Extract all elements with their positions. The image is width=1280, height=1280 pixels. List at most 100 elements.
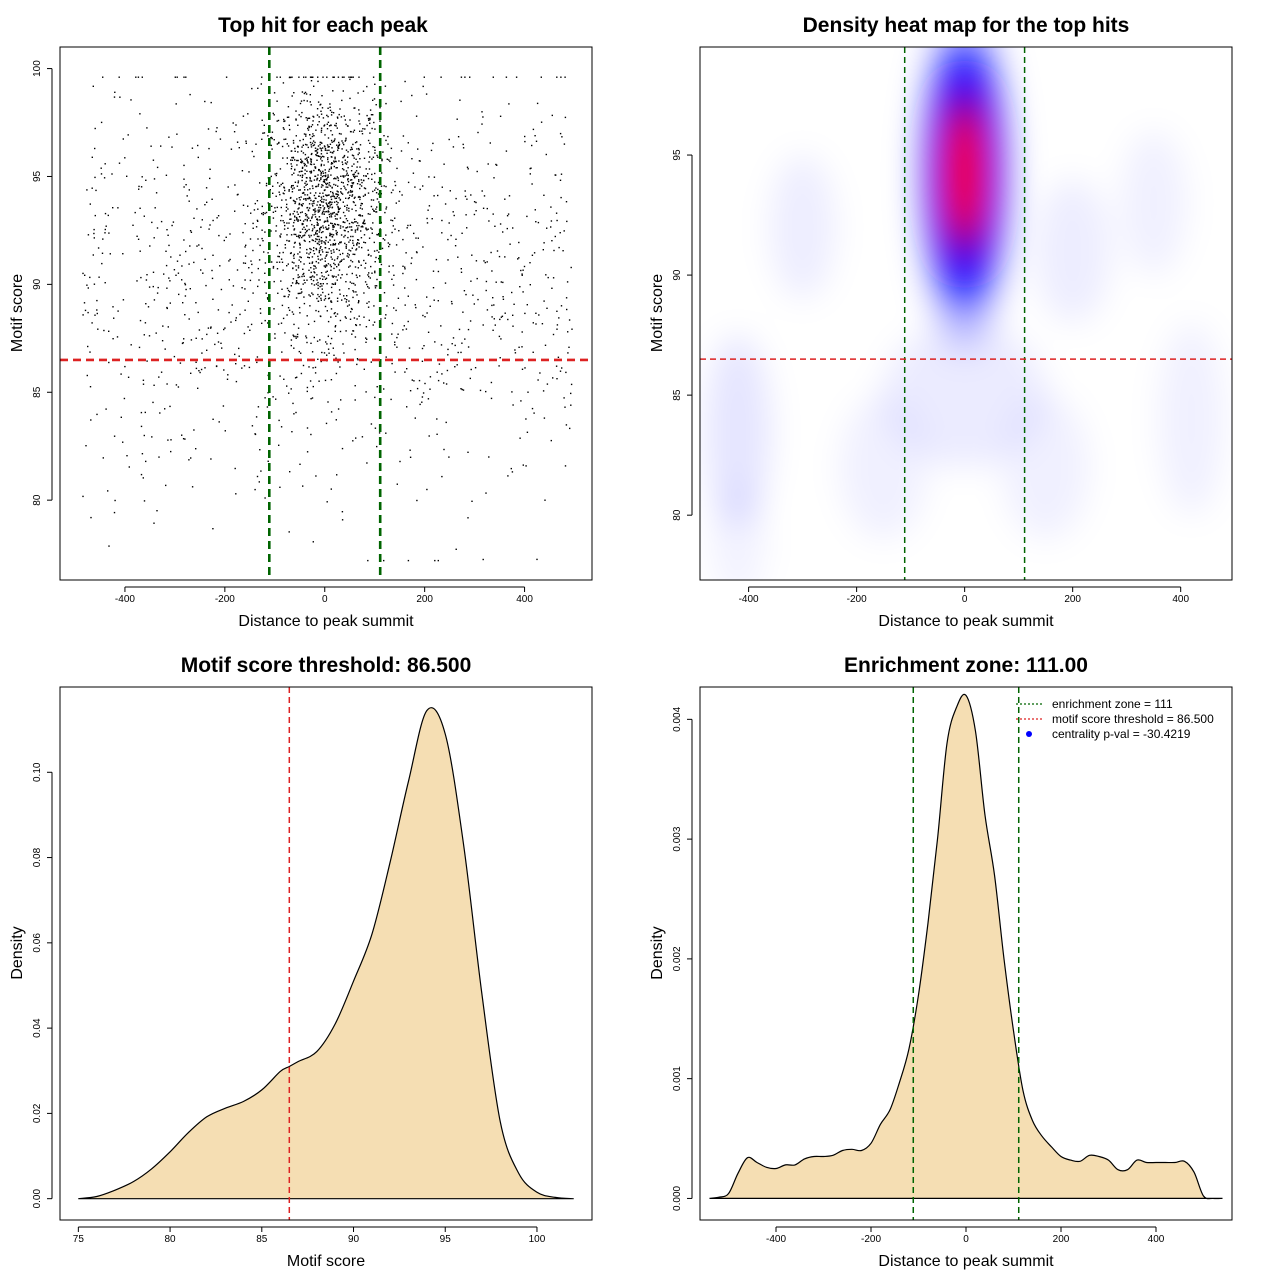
scatter-point [346, 255, 348, 257]
scatter-point [330, 488, 332, 490]
scatter-point [563, 397, 565, 399]
scatter-point [309, 380, 312, 382]
scatter-point [290, 159, 292, 161]
scatter-point [303, 226, 305, 228]
scatter-point [320, 165, 322, 167]
scatter-point [311, 275, 314, 277]
scatter-point [250, 323, 253, 326]
scatter-point [360, 230, 362, 232]
scatter-point [264, 272, 266, 274]
scatter-point [327, 146, 329, 148]
scatter-point [330, 337, 333, 340]
scatter-point [320, 163, 323, 166]
scatter-point [343, 258, 345, 260]
scatter-point [499, 115, 502, 117]
scatter-point [415, 115, 418, 117]
scatter-point [469, 377, 471, 380]
scatter-point [276, 76, 278, 78]
scatter-point [504, 198, 506, 200]
scatter-point [330, 174, 332, 176]
scatter-point [551, 287, 553, 289]
scatter-point [385, 234, 387, 236]
scatter-point [279, 252, 281, 254]
x-tick-label: -200 [861, 1234, 881, 1245]
scatter-point [227, 374, 229, 376]
scatter-point [287, 289, 290, 292]
scatter-point [270, 175, 272, 178]
scatter-point [368, 275, 370, 278]
scatter-point [376, 445, 378, 448]
scatter-point [373, 98, 376, 100]
scatter-point [406, 227, 408, 229]
scatter-point [297, 265, 300, 267]
scatter-point [342, 175, 344, 178]
scatter-point [176, 133, 178, 135]
scatter-point [358, 261, 360, 263]
scatter-point [242, 231, 244, 234]
scatter-point [320, 226, 322, 229]
scatter-point [293, 228, 296, 230]
scatter-point [392, 225, 394, 227]
scatter-point [564, 465, 567, 467]
scatter-point [490, 381, 493, 384]
scatter-point [332, 193, 334, 195]
scatter-point [343, 76, 345, 78]
scatter-point [551, 114, 553, 117]
scatter-point [156, 292, 159, 294]
scatter-point [319, 247, 321, 249]
scatter-point [183, 178, 185, 180]
scatter-point [402, 135, 405, 137]
scatter-point [327, 176, 330, 178]
scatter-point [319, 339, 321, 341]
scatter-point [355, 437, 357, 439]
scatter-point [289, 213, 291, 215]
scatter-point [365, 175, 367, 177]
scatter-point [209, 168, 211, 170]
scatter-point [421, 347, 424, 350]
scatter-point [305, 165, 308, 167]
scatter-point [460, 76, 463, 78]
scatter-point [466, 227, 468, 229]
scatter-point [315, 283, 318, 285]
scatter-point [314, 167, 317, 169]
scatter-point [344, 119, 346, 121]
scatter-point [334, 282, 337, 284]
scatter-point [313, 276, 315, 278]
scatter-point [303, 198, 305, 200]
scatter-point [336, 203, 338, 206]
scatter-point [356, 222, 359, 224]
scatter-point [328, 149, 330, 151]
scatter-point [402, 238, 404, 241]
scatter-point [342, 156, 344, 159]
scatter-point [272, 211, 275, 213]
scatter-point [308, 269, 310, 271]
scatter-point [257, 87, 259, 89]
scatter-point [323, 207, 326, 209]
scatter-point [216, 127, 218, 129]
scatter-point [556, 219, 558, 222]
scatter-point [351, 148, 353, 150]
scatter-point [317, 287, 319, 290]
scatter-point [315, 192, 317, 194]
scatter-point [394, 228, 396, 230]
scatter-point [130, 99, 132, 101]
scatter-point [301, 236, 303, 239]
scatter-point [364, 194, 366, 196]
scatter-point [210, 101, 212, 104]
scatter-point [358, 246, 360, 248]
scatter-point [316, 179, 318, 181]
scatter-point [236, 141, 239, 143]
scatter-point [346, 220, 349, 222]
scatter-point [293, 262, 295, 264]
scatter-point [343, 352, 345, 354]
scatter-point [296, 211, 298, 213]
scatter-point [306, 183, 308, 185]
scatter-point [325, 277, 328, 279]
scatter-point [317, 242, 319, 245]
scatter-point [328, 248, 330, 250]
scatter-point [331, 134, 334, 136]
scatter-point [280, 258, 283, 260]
scatter-point [177, 272, 180, 274]
scatter-point [351, 185, 353, 187]
scatter-point [181, 342, 184, 345]
